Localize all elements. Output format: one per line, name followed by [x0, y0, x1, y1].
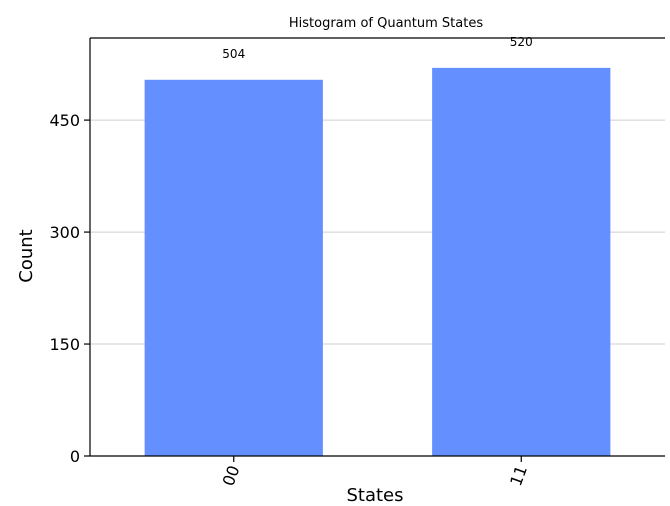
bars	[144, 67, 611, 457]
axes: 0 150 300 450 00 11	[49, 37, 665, 489]
x-tick-label: 11	[506, 463, 531, 489]
data-labels: 504 520	[222, 35, 532, 61]
y-tick-label: 300	[49, 223, 80, 242]
y-tick-label: 150	[49, 335, 80, 354]
y-tick-label: 450	[49, 111, 80, 130]
data-label: 504	[222, 47, 245, 61]
bar	[432, 67, 611, 456]
x-tick-label: 00	[219, 463, 244, 489]
x-axis-label: States	[346, 485, 403, 506]
y-tick-label: 0	[70, 447, 80, 466]
y-axis-label: Count	[16, 229, 37, 282]
data-label: 520	[510, 35, 533, 49]
chart-title: Histogram of Quantum States	[289, 16, 483, 31]
bar	[144, 79, 323, 457]
